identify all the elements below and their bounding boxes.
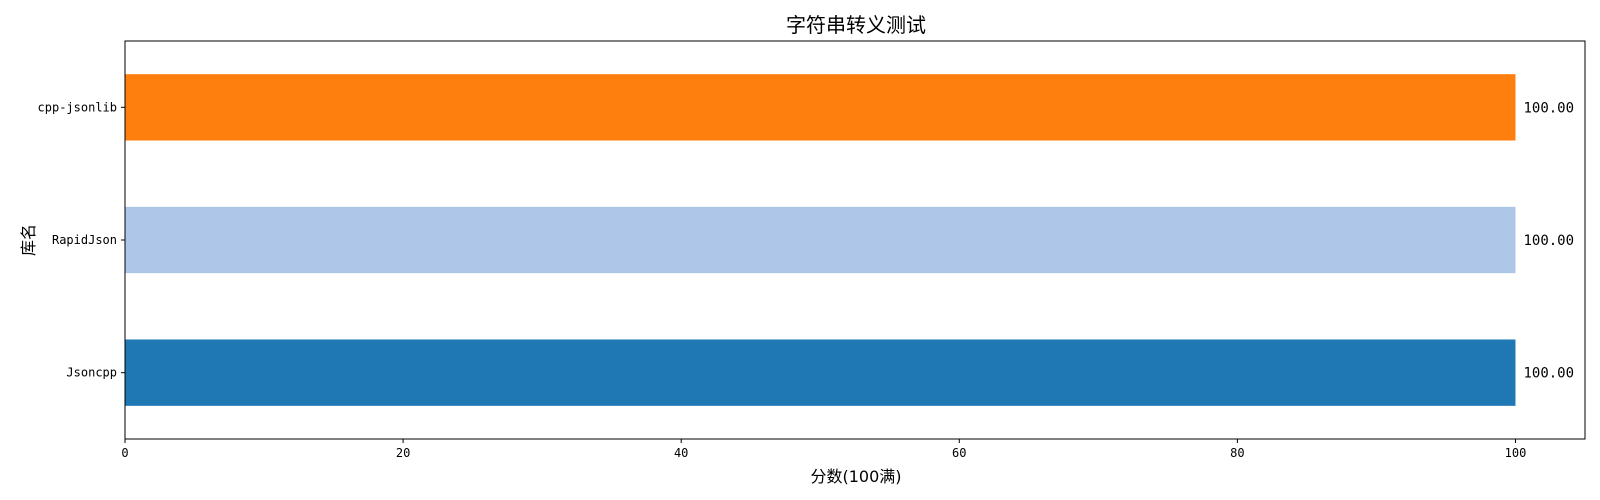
y-tick-label: Jsoncpp bbox=[66, 366, 117, 380]
x-tick-label: 80 bbox=[1230, 446, 1244, 460]
x-tick-label: 100 bbox=[1505, 446, 1527, 460]
y-axis-ticks: Jsoncpp RapidJson cpp-jsonlib bbox=[38, 100, 125, 380]
bar-cpp-jsonlib bbox=[125, 74, 1516, 141]
x-tick-label: 0 bbox=[121, 446, 128, 460]
y-axis-label: 库名 bbox=[19, 224, 38, 256]
data-labels: 100.00 100.00 100.00 bbox=[1523, 100, 1574, 381]
x-axis-ticks: 0 20 40 60 80 100 bbox=[121, 439, 1526, 460]
x-axis-label: 分数(100满) bbox=[810, 467, 901, 486]
x-tick-label: 20 bbox=[396, 446, 410, 460]
data-label-jsoncpp: 100.00 bbox=[1523, 366, 1574, 382]
x-tick-label: 60 bbox=[952, 446, 966, 460]
bar-rapidjson bbox=[125, 206, 1516, 274]
y-tick-label: cpp-jsonlib bbox=[38, 100, 117, 114]
chart-title: 字符串转义测试 bbox=[786, 13, 926, 37]
bar-series bbox=[125, 74, 1516, 406]
data-label-cpp-jsonlib: 100.00 bbox=[1523, 100, 1574, 116]
data-label-rapidjson: 100.00 bbox=[1523, 233, 1574, 249]
x-tick-label: 40 bbox=[674, 446, 688, 460]
y-tick-label: RapidJson bbox=[52, 233, 117, 247]
bar-jsoncpp bbox=[125, 339, 1516, 406]
